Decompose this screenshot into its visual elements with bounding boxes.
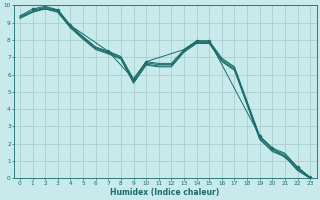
X-axis label: Humidex (Indice chaleur): Humidex (Indice chaleur) (110, 188, 220, 197)
